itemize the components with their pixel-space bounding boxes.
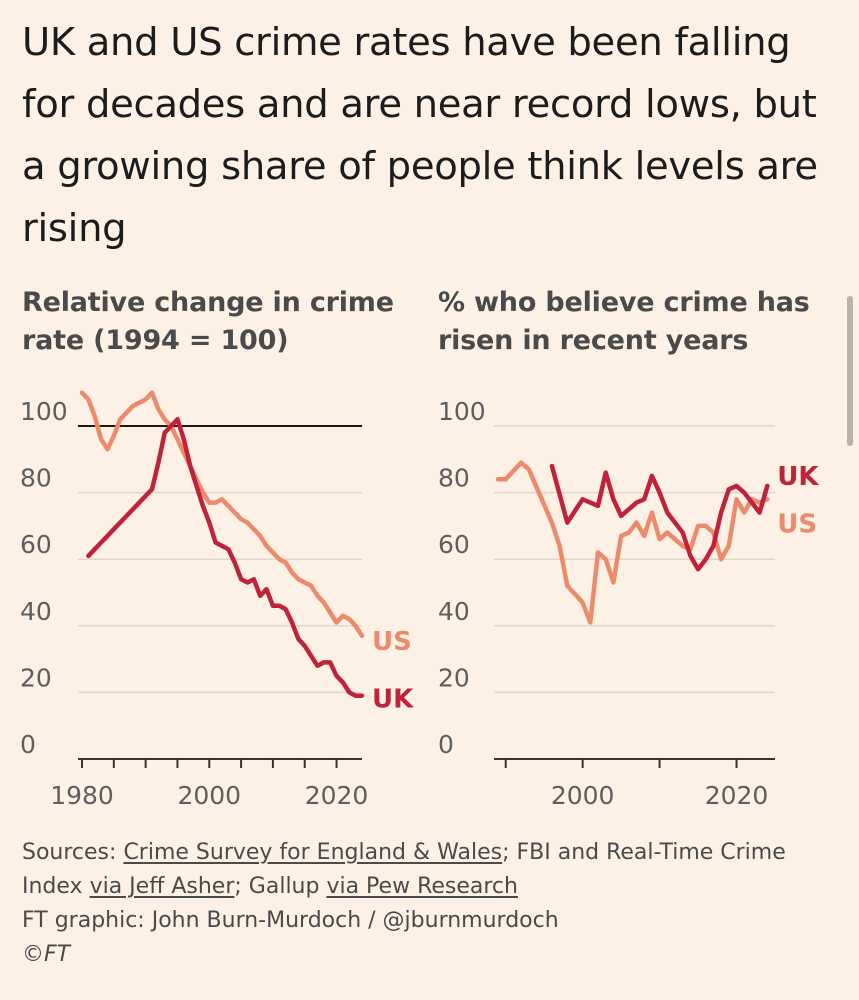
end-label-us: US (372, 627, 412, 657)
source-link-jeff-asher[interactable]: via Jeff Asher (89, 874, 235, 899)
y-tick-label-40: 40 (438, 597, 470, 626)
chart-title: UK and US crime rates have been falling … (22, 20, 818, 251)
y-tick-label-100: 100 (20, 397, 68, 426)
y-tick-label-60: 60 (20, 530, 52, 559)
y-tick-label-100: 100 (438, 397, 486, 426)
end-label-us: US (777, 509, 817, 539)
series-line-us (79, 390, 365, 639)
series-line-uk (549, 463, 770, 572)
sources-line-2: Index via Jeff Asher; Gallup via Pew Res… (22, 874, 518, 899)
copyright: ©FT (22, 942, 71, 967)
x-tick-label-2020: 2020 (705, 781, 769, 810)
series-line-uk (86, 417, 365, 698)
charts-canvas: 0 20 40 60 80 100 1980 2000 2020 US UK 0 20 40 60 80 10… (20, 390, 819, 810)
right-chart-subtitle: % who believe crime has risen in recent … (438, 287, 810, 356)
series-line-us (495, 460, 770, 625)
x-tick-label-2000: 2000 (551, 781, 615, 810)
y-tick-label-0: 0 (20, 730, 36, 759)
left-chart-crime-rate: 0 20 40 60 80 100 1980 2000 2020 US UK (20, 390, 414, 810)
x-tick-label-2020: 2020 (305, 781, 369, 810)
x-tick-label-2000: 2000 (177, 781, 241, 810)
y-tick-label-20: 20 (20, 663, 52, 692)
source-link-pew-research[interactable]: via Pew Research (326, 874, 518, 899)
y-tick-label-40: 40 (20, 597, 52, 626)
scrollbar[interactable] (847, 296, 853, 446)
y-tick-label-20: 20 (438, 663, 470, 692)
source-link-crime-survey[interactable]: Crime Survey for England & Wales (123, 840, 503, 865)
end-label-uk: UK (372, 685, 414, 715)
end-label-uk: UK (777, 462, 819, 492)
x-tick-label-1980: 1980 (50, 781, 114, 810)
y-tick-label-0: 0 (438, 730, 454, 759)
left-chart-subtitle: Relative change in crime rate (1994 = 10… (22, 287, 394, 356)
y-tick-label-80: 80 (20, 464, 52, 493)
sources-line-1: Sources: Crime Survey for England & Wale… (22, 840, 786, 865)
footer: Sources: Crime Survey for England & Wale… (22, 836, 842, 972)
graphic-credit: FT graphic: John Burn-Murdoch / @jburnmu… (22, 908, 559, 933)
y-tick-label-60: 60 (438, 530, 470, 559)
right-chart-belief-rising: 0 20 40 60 80 100 2000 2020 US UK (438, 397, 819, 810)
y-tick-label-80: 80 (438, 464, 470, 493)
